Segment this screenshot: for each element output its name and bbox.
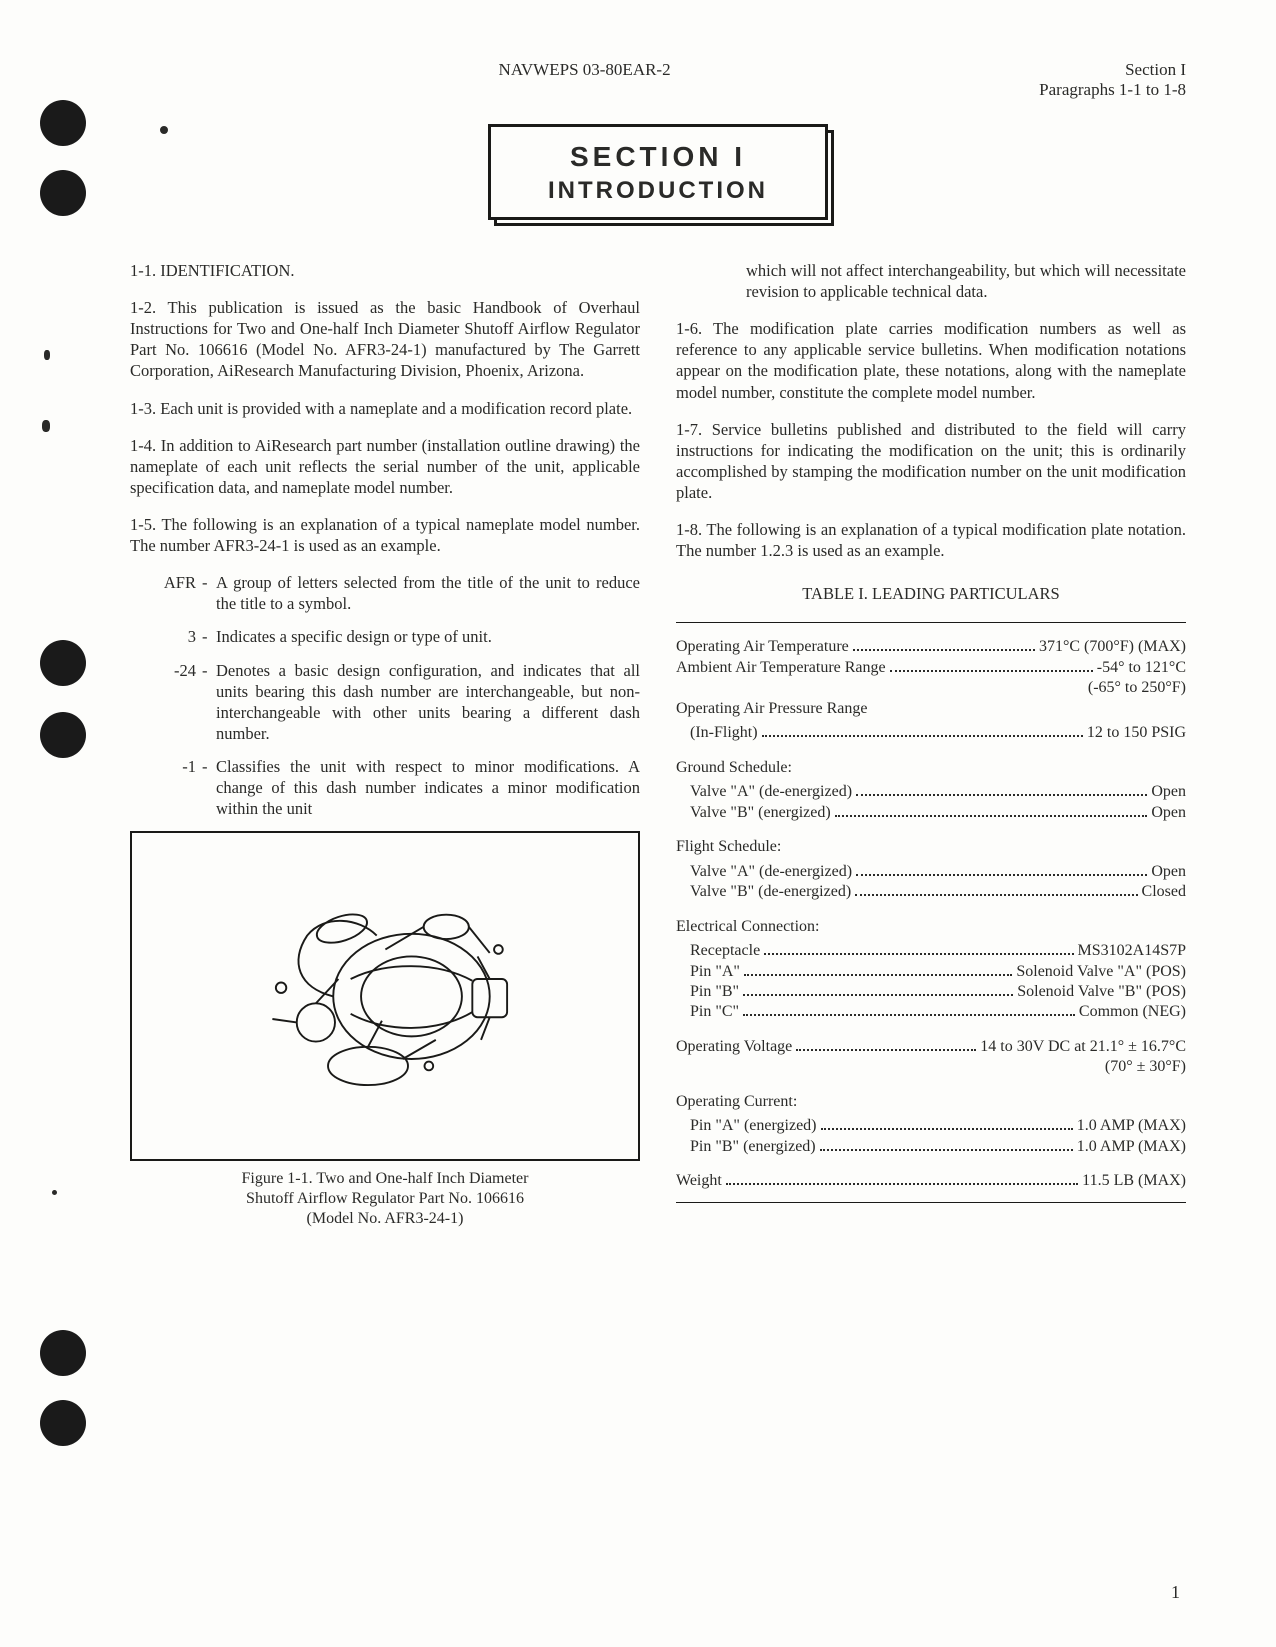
table-row: Operating Voltage14 to 30V DC at 21.1° ±… bbox=[676, 1037, 1186, 1057]
def-key: -24 bbox=[154, 660, 202, 744]
table-row: Ambient Air Temperature Range-54° to 121… bbox=[676, 658, 1186, 678]
table-subhead: Ground Schedule: bbox=[676, 758, 1186, 778]
table-rule-top bbox=[676, 622, 1186, 623]
table-row: Valve "A" (de-energized)Open bbox=[676, 862, 1186, 882]
table-subrow: (70° ± 30°F) bbox=[676, 1057, 1186, 1077]
para-1-3: 1-3. Each unit is provided with a namepl… bbox=[130, 398, 640, 419]
def-key: -1 bbox=[154, 756, 202, 819]
def-val: A group of letters selected from the tit… bbox=[216, 572, 640, 614]
table-row: Valve "A" (de-energized)Open bbox=[676, 782, 1186, 802]
table-row: Pin "A"Solenoid Valve "A" (POS) bbox=[676, 962, 1186, 982]
table-row: ReceptacleMS3102A14S7P bbox=[676, 941, 1186, 961]
def-row: -1 - Classifies the unit with respect to… bbox=[154, 756, 640, 819]
para-1-7: 1-7. Service bulletins published and dis… bbox=[676, 419, 1186, 503]
def-val: Indicates a specific design or type of u… bbox=[216, 626, 640, 647]
table-row: Valve "B" (de-energized)Closed bbox=[676, 882, 1186, 902]
para-1-8: 1-8. The following is an explanation of … bbox=[676, 519, 1186, 561]
page-number: 1 bbox=[1171, 1582, 1180, 1603]
page-header: NAVWEPS 03-80EAR-2 Section I Paragraphs … bbox=[130, 60, 1186, 100]
left-column: 1-1. IDENTIFICATION. 1-2. This publicati… bbox=[130, 260, 640, 1229]
para-1-6: 1-6. The modification plate carries modi… bbox=[676, 318, 1186, 402]
def-row: AFR - A group of letters selected from t… bbox=[154, 572, 640, 614]
table-block: Electrical Connection: ReceptacleMS3102A… bbox=[676, 917, 1186, 1023]
table-subhead: Operating Current: bbox=[676, 1092, 1186, 1112]
def-val: Classifies the unit with respect to mino… bbox=[216, 756, 640, 819]
heading-1-1: 1-1. IDENTIFICATION. bbox=[130, 260, 640, 281]
table-row: Weight11.5 LB (MAX) bbox=[676, 1171, 1186, 1191]
punch-holes bbox=[40, 0, 90, 1647]
para-range: Paragraphs 1-1 to 1-8 bbox=[1039, 80, 1186, 100]
para-continuation: which will not affect interchangeability… bbox=[676, 260, 1186, 302]
table-block: Operating Voltage14 to 30V DC at 21.1° ±… bbox=[676, 1037, 1186, 1078]
def-val: Denotes a basic design configuration, an… bbox=[216, 660, 640, 744]
banner-line1: SECTION I bbox=[491, 141, 825, 173]
right-column: which will not affect interchangeability… bbox=[676, 260, 1186, 1229]
table-block: Ground Schedule: Valve "A" (de-energized… bbox=[676, 758, 1186, 823]
table-row: (In-Flight)12 to 150 PSIG bbox=[676, 723, 1186, 743]
table-row: Operating Air Temperature371°C (700°F) (… bbox=[676, 637, 1186, 657]
table-row: Pin "C"Common (NEG) bbox=[676, 1002, 1186, 1022]
para-1-5: 1-5. The following is an explanation of … bbox=[130, 514, 640, 556]
para-1-2: 1-2. This publication is issued as the b… bbox=[130, 297, 640, 381]
regulator-illustration-icon bbox=[183, 866, 588, 1127]
table-subrow: (-65° to 250°F) bbox=[676, 678, 1186, 698]
table-rule-bottom bbox=[676, 1202, 1186, 1203]
section-banner: SECTION I INTRODUCTION bbox=[488, 124, 828, 220]
table-subhead: Electrical Connection: bbox=[676, 917, 1186, 937]
table-title: TABLE I. LEADING PARTICULARS bbox=[676, 583, 1186, 604]
table-row: Pin "B"Solenoid Valve "B" (POS) bbox=[676, 982, 1186, 1002]
def-key: AFR bbox=[154, 572, 202, 614]
table-row: Valve "B" (energized)Open bbox=[676, 803, 1186, 823]
def-row: -24 - Denotes a basic design configurati… bbox=[154, 660, 640, 744]
table-block: Operating Current: Pin "A" (energized)1.… bbox=[676, 1092, 1186, 1157]
doc-id: NAVWEPS 03-80EAR-2 bbox=[499, 60, 671, 100]
table-subhead: Flight Schedule: bbox=[676, 837, 1186, 857]
section-label: Section I bbox=[1039, 60, 1186, 80]
table-block: Flight Schedule: Valve "A" (de-energized… bbox=[676, 837, 1186, 902]
table-row: Pin "B" (energized)1.0 AMP (MAX) bbox=[676, 1137, 1186, 1157]
table-block: Operating Air Temperature371°C (700°F) (… bbox=[676, 637, 1186, 743]
def-row: 3 - Indicates a specific design or type … bbox=[154, 626, 640, 647]
banner-line2: INTRODUCTION bbox=[491, 177, 825, 205]
model-number-breakdown: AFR - A group of letters selected from t… bbox=[130, 572, 640, 819]
figure-1-1 bbox=[130, 831, 640, 1161]
table-block: Weight11.5 LB (MAX) bbox=[676, 1171, 1186, 1191]
para-1-4: 1-4. In addition to AiResearch part numb… bbox=[130, 435, 640, 498]
def-key: 3 bbox=[154, 626, 202, 647]
table-row: Pin "A" (energized)1.0 AMP (MAX) bbox=[676, 1116, 1186, 1136]
table-subhead: Operating Air Pressure Range bbox=[676, 699, 1186, 719]
figure-caption: Figure 1-1. Two and One-half Inch Diamet… bbox=[130, 1169, 640, 1229]
